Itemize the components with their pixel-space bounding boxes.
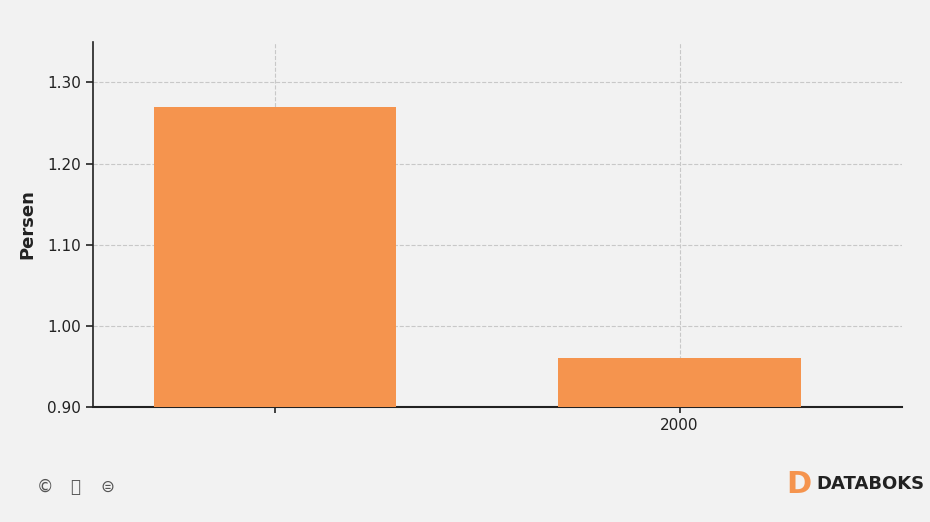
Bar — [153, 106, 396, 522]
Text: ⊜: ⊜ — [100, 478, 114, 496]
Text: D: D — [786, 469, 811, 499]
Y-axis label: Persen: Persen — [19, 189, 36, 259]
Text: ⓘ: ⓘ — [70, 478, 80, 496]
Text: DATABOKS: DATABOKS — [817, 476, 924, 493]
Bar — [558, 359, 801, 522]
Text: ©: © — [37, 478, 54, 496]
